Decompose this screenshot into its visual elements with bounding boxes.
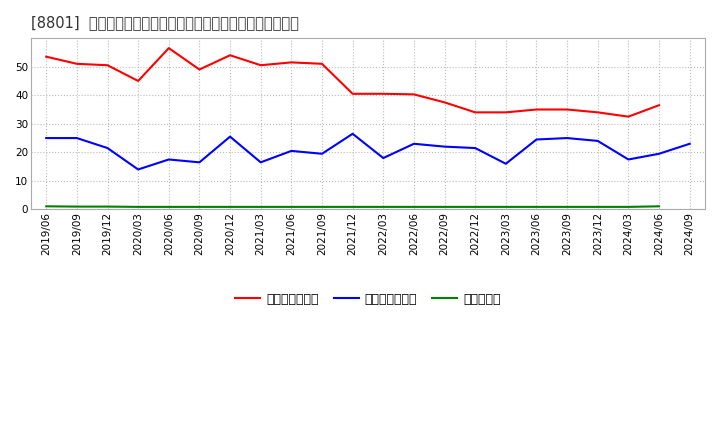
買入債務回転率 <box>502 161 510 166</box>
在庫回転率 <box>593 204 602 209</box>
売上債権回転率 <box>318 61 326 66</box>
売上債権回転率 <box>410 92 418 97</box>
売上債権回転率 <box>624 114 633 119</box>
在庫回転率 <box>348 204 357 209</box>
買入債務回転率 <box>256 160 265 165</box>
Legend: 売上債権回転率, 買入債務回転率, 在庫回転率: 売上債権回転率, 買入債務回転率, 在庫回転率 <box>230 288 506 311</box>
売上債権回転率 <box>502 110 510 115</box>
売上債権回転率 <box>134 78 143 84</box>
買入債務回転率 <box>164 157 173 162</box>
在庫回転率 <box>42 204 50 209</box>
買入債務回転率 <box>195 160 204 165</box>
売上債権回転率 <box>256 62 265 68</box>
売上債権回転率 <box>226 53 235 58</box>
買入債務回転率 <box>685 141 694 147</box>
在庫回転率 <box>471 204 480 209</box>
買入債務回転率 <box>226 134 235 139</box>
在庫回転率 <box>103 204 112 209</box>
Line: 在庫回転率: 在庫回転率 <box>46 206 659 207</box>
在庫回転率 <box>134 204 143 209</box>
買入債務回転率 <box>134 167 143 172</box>
在庫回転率 <box>410 204 418 209</box>
在庫回転率 <box>440 204 449 209</box>
売上債権回転率 <box>287 60 296 65</box>
買入債務回転率 <box>440 144 449 149</box>
売上債権回転率 <box>103 62 112 68</box>
売上債権回転率 <box>348 91 357 96</box>
買入債務回転率 <box>318 151 326 156</box>
在庫回転率 <box>379 204 387 209</box>
買入債務回転率 <box>410 141 418 147</box>
在庫回転率 <box>287 204 296 209</box>
Line: 売上債権回転率: 売上債権回転率 <box>46 48 659 117</box>
買入債務回転率 <box>103 145 112 150</box>
買入債務回転率 <box>287 148 296 154</box>
在庫回転率 <box>654 204 663 209</box>
在庫回転率 <box>563 204 572 209</box>
売上債権回転率 <box>563 107 572 112</box>
在庫回転率 <box>532 204 541 209</box>
売上債権回転率 <box>73 61 81 66</box>
在庫回転率 <box>73 204 81 209</box>
買入債務回転率 <box>42 136 50 141</box>
売上債権回転率 <box>532 107 541 112</box>
在庫回転率 <box>164 204 173 209</box>
買入債務回転率 <box>624 157 633 162</box>
売上債権回転率 <box>164 45 173 51</box>
売上債権回転率 <box>379 91 387 96</box>
売上債権回転率 <box>440 100 449 105</box>
在庫回転率 <box>195 204 204 209</box>
売上債権回転率 <box>42 54 50 59</box>
買入債務回転率 <box>379 155 387 161</box>
買入債務回転率 <box>471 145 480 150</box>
Line: 買入債務回転率: 買入債務回転率 <box>46 134 690 169</box>
買入債務回転率 <box>593 138 602 143</box>
買入債務回転率 <box>654 151 663 156</box>
在庫回転率 <box>226 204 235 209</box>
買入債務回転率 <box>532 137 541 142</box>
売上債権回転率 <box>593 110 602 115</box>
Text: [8801]  売上債権回転率、買入債務回転率、在庫回転率の推移: [8801] 売上債権回転率、買入債務回転率、在庫回転率の推移 <box>31 15 299 30</box>
売上債権回転率 <box>654 103 663 108</box>
在庫回転率 <box>624 204 633 209</box>
在庫回転率 <box>502 204 510 209</box>
売上債権回転率 <box>471 110 480 115</box>
売上債権回転率 <box>195 67 204 72</box>
買入債務回転率 <box>73 136 81 141</box>
在庫回転率 <box>318 204 326 209</box>
在庫回転率 <box>256 204 265 209</box>
買入債務回転率 <box>563 136 572 141</box>
買入債務回転率 <box>348 131 357 136</box>
